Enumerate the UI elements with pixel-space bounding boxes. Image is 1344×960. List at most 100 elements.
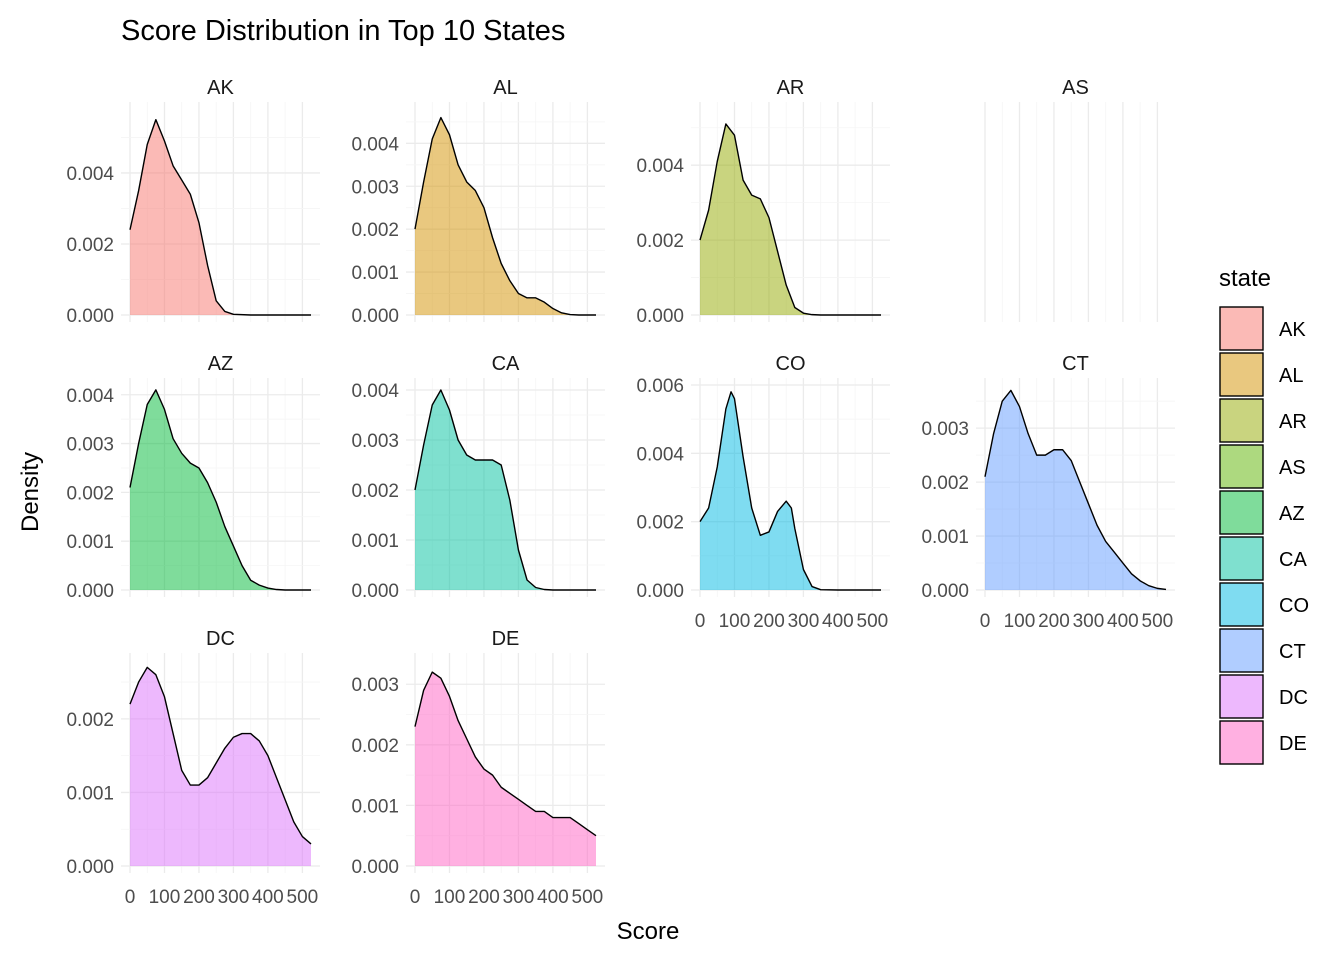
x-tick-label: 100	[149, 887, 181, 908]
panel-ak: AK 0.000 0.002 0.004	[66, 77, 320, 327]
y-tick-label: 0.003	[66, 435, 114, 456]
y-tick-label: 0.001	[66, 783, 114, 804]
legend-label: AL	[1279, 365, 1303, 387]
x-tick-label: 0	[410, 887, 421, 908]
legend-label: AS	[1279, 457, 1306, 479]
legend-item-ar: AR	[1219, 398, 1307, 443]
x-tick-label: 200	[183, 887, 215, 908]
y-tick-label: 0.000	[66, 306, 114, 327]
facet-label-co: CO	[776, 353, 806, 375]
x-tick-label: 0	[980, 611, 991, 632]
y-tick-label: 0.002	[66, 235, 114, 256]
y-tick-label: 0.000	[351, 857, 399, 878]
chart-title: Score Distribution in Top 10 States	[121, 15, 565, 47]
x-tick-label: 400	[822, 611, 854, 632]
legend-swatch	[1219, 306, 1264, 351]
density-line-az	[129, 389, 311, 591]
y-tick-label: 0.000	[66, 581, 114, 602]
legend-item-az: AZ	[1219, 490, 1305, 535]
y-tick-label: 0.004	[636, 156, 684, 177]
x-tick-label: 300	[788, 611, 820, 632]
legend-swatch	[1219, 674, 1264, 719]
legend-swatch	[1219, 444, 1264, 489]
y-tick-label: 0.002	[351, 736, 399, 757]
y-tick-label: 0.001	[351, 796, 399, 817]
density-line-al	[414, 116, 596, 316]
y-tick-label: 0.003	[921, 419, 969, 440]
x-tick-label: 400	[252, 887, 284, 908]
density-line-de	[414, 671, 597, 837]
facet-label-ca: CA	[492, 353, 520, 375]
facet-label-al: AL	[493, 77, 517, 99]
facet-label-ak: AK	[207, 77, 234, 99]
density-area-dc	[130, 667, 311, 866]
density-area-ak	[130, 119, 311, 315]
panel-az: AZ 0.000 0.001 0.002 0.003 0.004	[66, 353, 320, 602]
y-tick-label: 0.001	[351, 263, 399, 284]
x-tick-label: 100	[719, 611, 751, 632]
y-tick-label: 0.002	[636, 513, 684, 534]
y-tick-label: 0.003	[351, 177, 399, 198]
x-tick-label: 400	[1107, 611, 1139, 632]
x-tick-label: 500	[287, 887, 319, 908]
legend-item-as: AS	[1219, 444, 1306, 489]
x-tick-label: 300	[218, 887, 250, 908]
density-line-ca	[414, 389, 596, 591]
y-tick-label: 0.001	[66, 532, 114, 553]
facet-label-as: AS	[1062, 77, 1089, 99]
legend-swatch	[1219, 536, 1264, 581]
density-line-co	[699, 391, 881, 591]
legend-item-ca: CA	[1219, 536, 1307, 581]
y-tick-label: 0.002	[921, 473, 969, 494]
density-area-ar	[700, 123, 881, 315]
panel-ct: CT 0.000 0.001 0.002 0.003 0 100 200 300 400 500	[921, 353, 1175, 632]
facet-label-dc: DC	[206, 628, 235, 650]
x-tick-label: 500	[857, 611, 889, 632]
legend-swatch	[1219, 582, 1264, 627]
x-tick-label: 200	[753, 611, 785, 632]
y-tick-label: 0.000	[636, 306, 684, 327]
density-area-de	[415, 672, 596, 866]
x-tick-label: 100	[1004, 611, 1036, 632]
y-tick-label: 0.000	[636, 581, 684, 602]
x-tick-label: 400	[537, 887, 569, 908]
density-area-az	[130, 389, 311, 590]
y-tick-label: 0.002	[351, 481, 399, 502]
legend-item-de: DE	[1219, 720, 1307, 765]
legend-item-al: AL	[1219, 352, 1303, 397]
legend-swatch	[1219, 628, 1264, 673]
x-tick-label: 200	[468, 887, 500, 908]
y-tick-label: 0.002	[636, 231, 684, 252]
legend-item-ct: CT	[1219, 628, 1306, 673]
y-tick-label: 0.004	[351, 134, 399, 155]
x-tick-label: 500	[1142, 611, 1174, 632]
x-tick-label: 300	[1073, 611, 1105, 632]
panel-dc: DC 0.000 0.001 0.002 0 100 200 300 400 500	[66, 628, 320, 908]
panel-de: DE 0.000 0.001 0.002 0.003 0 100 200 300 400 500	[351, 628, 605, 908]
legend-item-dc: DC	[1219, 674, 1308, 719]
legend-item-co: CO	[1219, 582, 1309, 627]
x-tick-label: 100	[434, 887, 466, 908]
x-tick-label: 0	[125, 887, 136, 908]
y-tick-label: 0.004	[66, 164, 114, 185]
y-tick-label: 0.000	[921, 581, 969, 602]
x-axis-title: Score	[617, 918, 680, 945]
density-area-ct	[985, 390, 1166, 590]
y-tick-label: 0.000	[66, 857, 114, 878]
panel-ar: AR 0.000 0.002 0.004	[636, 77, 890, 327]
panel-ca: CA 0.000 0.001 0.002 0.003 0.004	[351, 353, 605, 602]
legend-item-ak: AK	[1219, 306, 1306, 351]
legend-swatch	[1219, 398, 1264, 443]
y-tick-label: 0.003	[351, 675, 399, 696]
x-tick-label: 200	[1038, 611, 1070, 632]
density-line-ar	[699, 123, 881, 316]
density-line-ak	[129, 118, 311, 316]
y-tick-label: 0.001	[351, 531, 399, 552]
legend-swatch	[1219, 720, 1264, 765]
legend-label: CO	[1279, 595, 1309, 617]
y-tick-label: 0.002	[66, 710, 114, 731]
panel-al: AL 0.000 0.001 0.002 0.003 0.004	[351, 77, 605, 327]
y-tick-label: 0.004	[351, 381, 399, 402]
legend-label: AZ	[1279, 503, 1305, 525]
